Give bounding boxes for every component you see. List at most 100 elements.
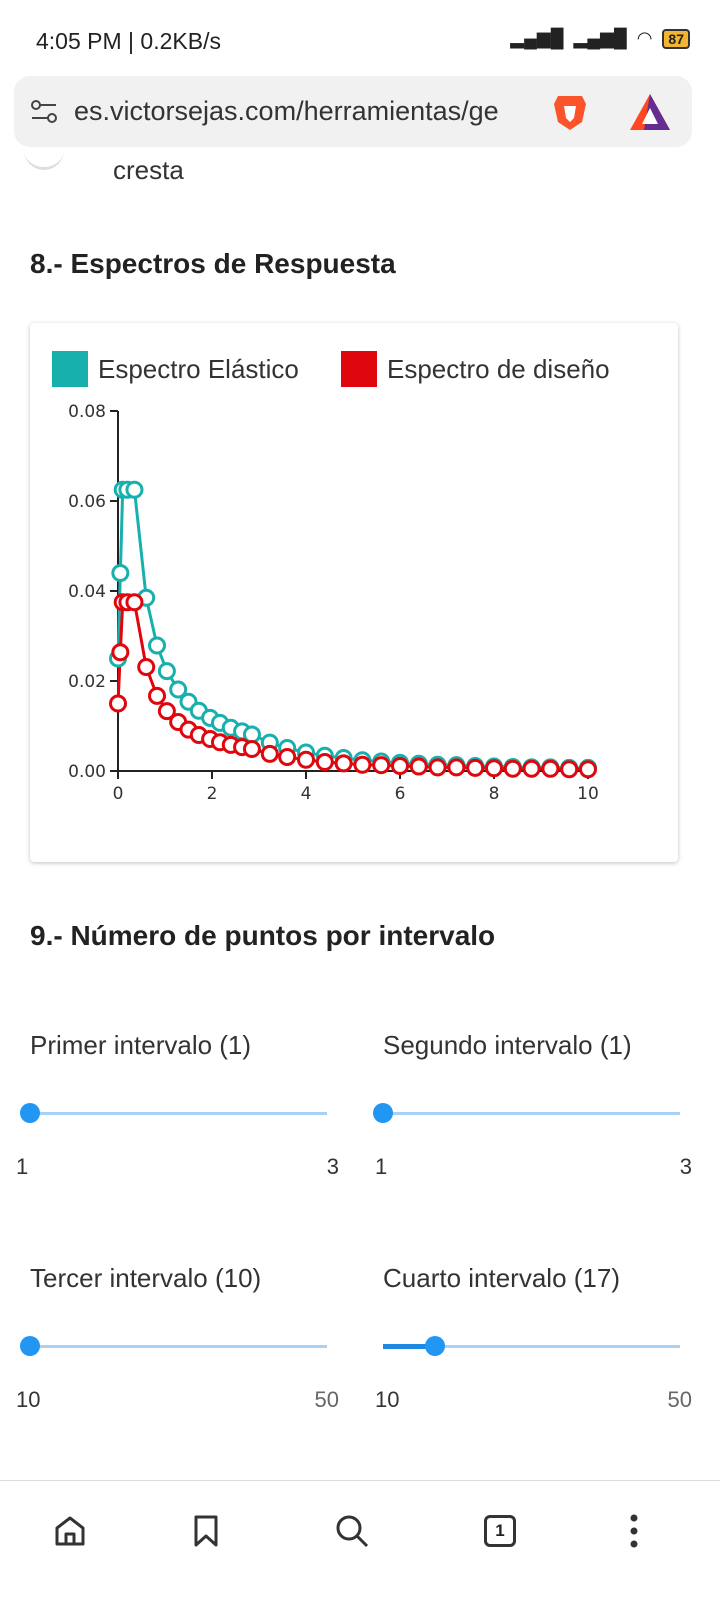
signal-icon: ▂▄▆█ [510,28,564,48]
tabs-icon: 1 [484,1515,516,1547]
slider-label: Cuarto intervalo (17) [383,1263,620,1293]
bookmarks-button[interactable] [186,1511,226,1551]
slider-group: Cuarto intervalo (17) 10 50 [375,1263,700,1413]
data-point-design [428,758,447,777]
slider-track[interactable] [383,1112,680,1115]
tabs-button[interactable]: 1 [480,1511,520,1551]
status-icons: ▂▄▆█ ▂▄▆█ ◠ 87 [510,28,690,49]
series-line-design [116,600,588,771]
data-point-design [278,748,297,767]
status-bar: 4:05 PM | 0.2KB/s ▂▄▆█ ▂▄▆█ ◠ 87 [0,0,720,76]
data-point-elastic [169,680,188,699]
option-label: cresta [113,155,184,185]
section-heading: 8.- Espectros de Respuesta [30,248,396,279]
data-point-design [137,658,156,677]
search-icon [336,1515,369,1548]
series-line-elastic [116,488,588,770]
slider-group: Tercer intervalo (10) 10 50 [16,1263,347,1413]
data-point-design [353,755,372,774]
data-point-design [503,759,522,778]
data-point-design [522,759,541,778]
data-point-design [315,753,334,771]
y-tick-label: 0.04 [68,582,106,602]
data-point-design [466,758,485,777]
data-point-design [111,643,130,662]
slider-max: 50 [667,1387,692,1412]
x-tick-label: 8 [489,784,500,804]
slider-thumb[interactable] [20,1336,40,1356]
bottom-nav: 1 [0,1480,720,1600]
data-point-design [579,760,597,779]
data-point-design [409,757,428,776]
home-button[interactable] [50,1511,90,1551]
legend-item-elastic[interactable]: Espectro Elástico [52,351,299,387]
legend-label: Espectro Elástico [98,353,299,384]
data-point-design [391,757,409,776]
slider-track[interactable] [30,1345,327,1348]
slider-label: Segundo intervalo (1) [383,1030,632,1060]
slider-min: 1 [16,1154,29,1179]
url-text[interactable]: es.victorsejas.com/herramientas/ge [74,96,499,126]
y-tick-label: 0.06 [68,492,106,512]
wifi-icon: ◠ [636,28,653,48]
slider-group: Segundo intervalo (1) 1 3 [373,1030,700,1180]
x-tick-label: 0 [113,784,124,804]
home-icon [55,1516,85,1546]
legend-item-design[interactable]: Espectro de diseño [341,351,610,387]
slider-max: 3 [679,1154,692,1179]
slider-min: 10 [375,1387,400,1412]
x-tick-label: 10 [577,784,599,804]
data-point-design [560,760,579,779]
slider-label: Primer intervalo (1) [30,1030,252,1060]
legend-swatch [341,351,377,387]
brave-rewards-icon[interactable] [628,92,672,132]
radio-button[interactable] [24,140,64,170]
data-point-design [297,750,315,769]
slider-min: 10 [16,1387,41,1412]
slider-min: 1 [375,1154,388,1179]
data-point-elastic [157,662,176,681]
data-point-design [541,759,560,778]
y-tick-label: 0.08 [68,402,106,422]
legend-swatch [52,351,88,387]
menu-button[interactable] [614,1511,654,1551]
x-tick-label: 2 [207,784,218,804]
brave-shields-icon[interactable] [552,92,588,132]
data-point-elastic [148,636,167,655]
search-button[interactable] [332,1511,372,1551]
y-tick-label: 0.00 [68,762,106,782]
slider-max: 3 [326,1154,339,1179]
data-point-design [242,739,261,758]
chart-card: Espectro Elástico Espectro de diseño 0.0… [30,323,678,862]
slider-thumb[interactable] [424,1336,445,1356]
section-heading: 9.- Número de puntos por intervalo [30,920,496,951]
data-point-design [485,759,503,778]
status-time: 4:05 PM | 0.2KB/s [36,28,221,54]
data-point-design [334,754,353,773]
battery-icon: 87 [662,28,690,49]
slider-group: Primer intervalo (1) 1 3 [16,1030,347,1180]
response-spectrum-chart: 0.00 0.02 0.04 0.06 0.08 0 2 4 6 8 10 [68,402,599,804]
slider-track[interactable] [383,1345,680,1348]
data-point-design [260,744,279,763]
legend-label: Espectro de diseño [387,353,610,384]
data-point-design [148,686,167,705]
data-point-design [372,756,391,775]
y-tick-label: 0.02 [68,672,106,692]
data-point-design [157,702,176,721]
data-point-elastic [111,564,130,582]
slider-thumb[interactable] [373,1103,393,1123]
x-tick-label: 4 [301,784,312,804]
slider-label: Tercer intervalo (10) [30,1263,262,1293]
site-settings-icon[interactable] [30,100,58,124]
slider-track[interactable] [30,1112,327,1115]
x-tick-label: 6 [395,784,406,804]
data-point-design [109,694,127,713]
address-bar[interactable]: es.victorsejas.com/herramientas/ge [14,76,692,147]
slider-max: 50 [314,1387,339,1412]
slider-thumb[interactable] [20,1103,40,1123]
data-point-design [125,593,144,612]
slider-active-track [383,1344,435,1349]
more-icon [630,1514,638,1548]
bookmark-icon [194,1515,218,1547]
